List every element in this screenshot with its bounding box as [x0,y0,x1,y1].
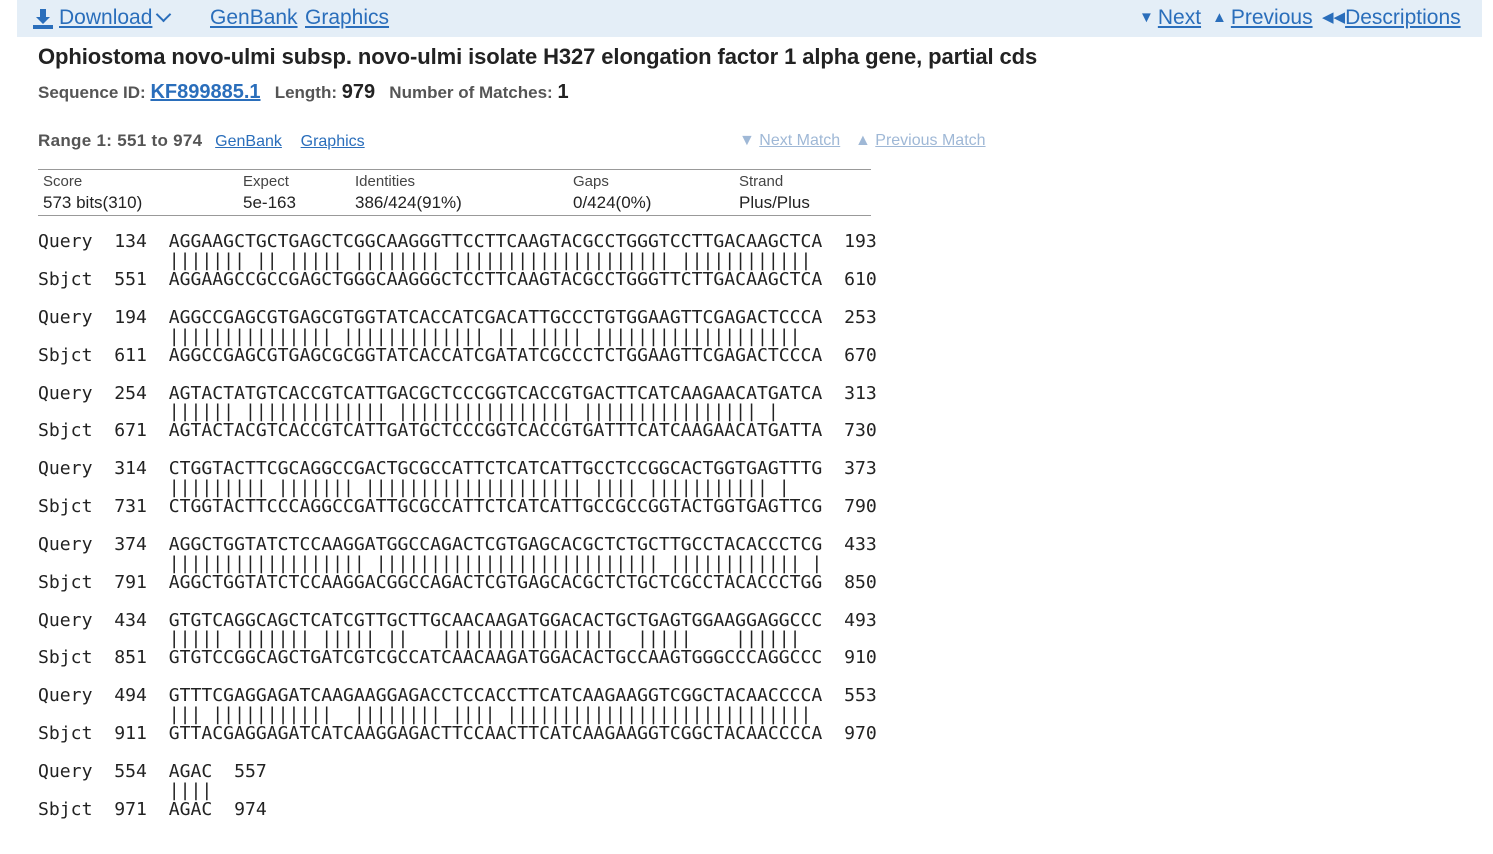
query-line: Query 314 CTGGTACTTCGCAGGCCGACTGCGCCATTC… [38,458,877,479]
expect-stat: Expect 5e-163 [243,173,296,213]
length-value: 979 [341,81,376,103]
triangle-up-icon: ▲ [1212,9,1227,26]
descriptions-link[interactable]: Descriptions [1345,6,1461,29]
score-label: Score [43,173,83,190]
gaps-label: Gaps [573,173,609,190]
previous-link[interactable]: Previous [1230,6,1313,29]
subject-line: Sbjct 911 GTTACGAGGAGATCATCAAGGAGACTTCCA… [38,723,877,744]
genbank-link[interactable]: GenBank [210,6,298,29]
matches-value: 1 [557,81,569,103]
match-line: ||||||||||||||| ||||||||||||| || ||||| |… [38,326,801,347]
subject-line: Sbjct 731 CTGGTACTTCCCAGGCCGATTGCGCCATTC… [38,496,877,517]
subject-line: Sbjct 971 AGAC 974 [38,799,267,820]
next-nav[interactable]: ▼ Next [1139,5,1201,33]
range-genbank-link[interactable]: GenBank [215,133,282,150]
subject-line: Sbjct 551 AGGAAGCCGCCGAGCTGGGCAAGGGCTCCT… [38,269,877,290]
sequence-id-label: Sequence ID: [38,83,146,102]
chevron-down-icon [156,6,172,23]
query-line: Query 434 GTGTCAGGCAGCTCATCGTTGCTTGCAACA… [38,610,877,631]
descriptions-nav[interactable]: ◀◀Descriptions [1322,5,1461,33]
subject-line: Sbjct 611 AGGCCGAGCGTGAGCGCGGTATCACCATCG… [38,345,877,366]
next-link[interactable]: Next [1157,6,1202,29]
match-line: |||||| ||||||||||||| |||||||||||||||| ||… [38,401,779,422]
triangle-up-icon: ▲ [855,132,876,149]
score-stat: Score 573 bits(310) [43,173,142,213]
query-line: Query 374 AGGCTGGTATCTCCAAGGATGGCCAGACTC… [38,534,877,555]
range-graphics-link[interactable]: Graphics [300,133,365,150]
query-line: Query 554 AGAC 557 [38,761,267,782]
identities-value: 386/424(91%) [355,193,462,212]
query-line: Query 194 AGGCCGAGCGTGAGCGTGGTATCACCATCG… [38,307,877,328]
match-line: ||||||| || ||||| |||||||| ||||||||||||||… [38,250,812,271]
query-line: Query 254 AGTACTATGTCACCGTCATTGACGCTCCCG… [38,383,877,404]
record-title: Ophiostoma novo-ulmi subsp. novo-ulmi is… [38,44,1038,69]
match-line: |||||||||||||||||| |||||||||||||||||||||… [38,553,823,574]
triangle-down-icon: ▼ [1139,9,1154,26]
subject-line: Sbjct 671 AGTACTACGTCACCGTCATTGATGCTCCCG… [38,420,877,441]
strand-label: Strand [739,173,784,190]
strand-stat: Strand Plus/Plus [739,173,810,213]
length-label: Length: [274,83,338,102]
matches-label: Number of Matches: [389,83,553,102]
query-line: Query 494 GTTTCGAGGAGATCAAGAAGGAGACCTCCA… [38,685,877,706]
subject-line: Sbjct 791 AGGCTGGTATCTCCAAGGACGGCCAGACTC… [38,572,877,593]
download-label: Download [59,6,153,29]
download-button[interactable]: Download [59,5,172,31]
match-line: ||| ||||||||||| |||||||| |||| ||||||||||… [38,704,812,725]
identities-label: Identities [355,173,416,190]
previous-nav[interactable]: ▲ Previous [1212,5,1313,33]
gaps-value: 0/424(0%) [573,193,652,212]
query-line: Query 134 AGGAAGCTGCTGAGCTCGGCAAGGGTTCCT… [38,231,877,252]
gaps-stat: Gaps 0/424(0%) [573,173,651,213]
subject-line: Sbjct 851 GTGTCCGGCAGCTGATCGTCGCCATCAACA… [38,647,877,668]
expect-value: 5e-163 [243,193,296,212]
next-match-label: Next Match [759,132,841,149]
expect-label: Expect [243,173,289,190]
previous-match-link[interactable]: ▲ Previous Match [855,132,986,150]
score-value: 573 bits(310) [43,193,143,212]
sequence-id-link[interactable]: KF899885.1 [150,81,261,103]
match-line: |||| [38,780,213,801]
download-icon[interactable] [32,8,54,30]
alignment-stats: Score 573 bits(310) Expect 5e-163 Identi… [38,169,871,216]
previous-match-label: Previous Match [875,132,986,149]
triangle-down-icon: ▼ [739,132,760,149]
range-label: Range 1: 551 to 974 [38,131,203,150]
strand-value: Plus/Plus [739,193,810,212]
next-match-link[interactable]: ▼ Next Match [739,132,840,150]
match-line: ||||||||| ||||||| |||||||||||||||||||| |… [38,477,790,498]
identities-stat: Identities 386/424(91%) [355,173,462,213]
match-line: ||||| ||||||| ||||| || |||||||||||||||| … [38,628,801,649]
top-toolbar: Download GenBank Graphics ▼ Next ▲ Previou… [17,0,1482,37]
record-meta: Sequence ID: KF899885.1 Length: 979 Numb… [38,81,569,104]
graphics-link[interactable]: Graphics [305,6,390,29]
double-arrow-left-icon: ◀◀ [1322,9,1346,26]
range-header: Range 1: 551 to 974 GenBank Graphics [38,131,365,151]
